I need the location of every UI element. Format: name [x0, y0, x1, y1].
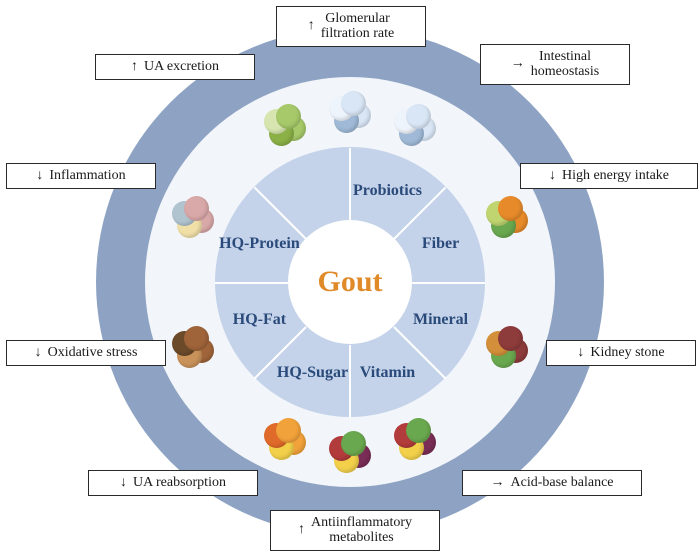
callout-text: Antiinflammatorymetabolites — [311, 515, 412, 546]
callout-box: ↓ Kidney stone — [546, 340, 696, 366]
segment-label: Probiotics — [353, 182, 422, 200]
food-icon — [324, 86, 376, 138]
callout-text: Intestinalhomeostasis — [531, 49, 599, 80]
arrow-icon: ↑ — [298, 522, 305, 538]
segment-divider — [412, 282, 485, 284]
arrow-icon: ↑ — [308, 18, 315, 34]
arrow-icon: ↓ — [36, 168, 43, 184]
food-icon — [481, 191, 533, 243]
food-icon — [167, 191, 219, 243]
food-icon — [259, 413, 311, 465]
callout-box: ↑ Glomerularfiltration rate — [276, 6, 426, 47]
arrow-icon: → — [511, 56, 525, 72]
callout-box: ↓ Inflammation — [6, 163, 156, 189]
callout-box: ↓ High energy intake — [520, 163, 698, 189]
callout-text: High energy intake — [562, 168, 669, 183]
segment-label: HQ-Sugar — [277, 364, 348, 382]
arrow-icon: ↓ — [35, 345, 42, 361]
callout-box: → Acid-base balance — [462, 470, 642, 496]
callout-text: Kidney stone — [590, 345, 664, 360]
food-icon — [389, 99, 441, 151]
segment-divider — [349, 148, 351, 221]
callout-text: Inflammation — [49, 168, 125, 183]
callout-text: UA reabsorption — [133, 475, 226, 490]
callout-box: ↑ Antiinflammatorymetabolites — [270, 510, 440, 551]
callout-text: Acid-base balance — [511, 475, 614, 490]
segment-label: Fiber — [422, 235, 459, 253]
callout-box: ↓ Oxidative stress — [6, 340, 166, 366]
food-icon — [259, 99, 311, 151]
food-icon — [389, 413, 441, 465]
segment-divider — [215, 282, 288, 284]
segment-divider — [349, 345, 351, 418]
diagram-stage: Gout Probiotics Fiber Mineral Vitamin HQ-Sug… — [0, 0, 700, 553]
food-icon — [167, 321, 219, 373]
callout-box: → Intestinalhomeostasis — [480, 44, 630, 85]
segment-label: HQ-Fat — [233, 311, 286, 329]
callout-box: ↓ UA reabsorption — [88, 470, 258, 496]
arrow-icon: → — [491, 475, 505, 491]
food-icon — [481, 321, 533, 373]
segment-label: HQ-Protein — [219, 235, 300, 253]
center-label: Gout — [317, 265, 382, 299]
food-icon — [324, 426, 376, 478]
callout-text: UA excretion — [144, 59, 219, 74]
arrow-icon: ↓ — [549, 168, 556, 184]
callout-text: Oxidative stress — [48, 345, 138, 360]
segment-label: Mineral — [413, 311, 468, 329]
segment-label: Vitamin — [360, 364, 415, 382]
arrow-icon: ↓ — [120, 475, 127, 491]
arrow-icon: ↑ — [131, 59, 138, 75]
arrow-icon: ↓ — [577, 345, 584, 361]
callout-text: Glomerularfiltration rate — [321, 11, 394, 42]
callout-box: ↑ UA excretion — [95, 54, 255, 80]
